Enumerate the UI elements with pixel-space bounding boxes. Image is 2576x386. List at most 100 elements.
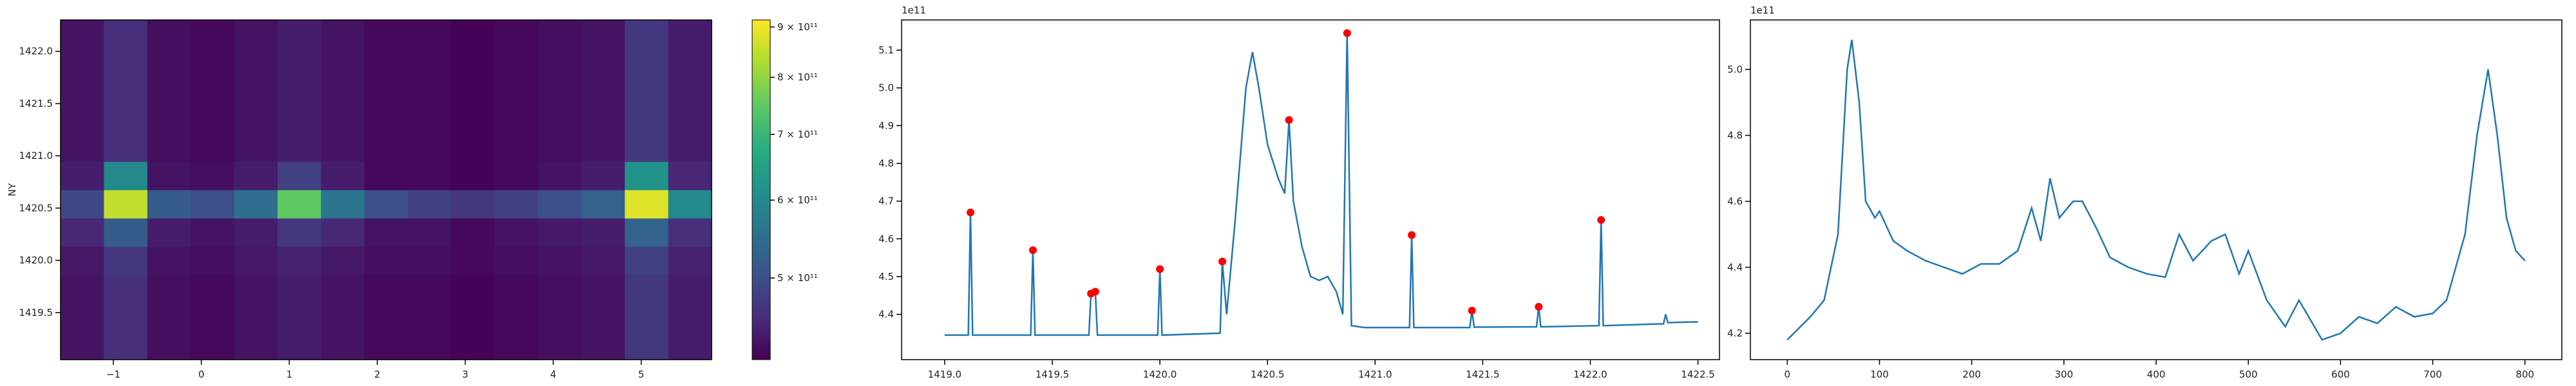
y-tick-label: 4.9 xyxy=(878,120,894,131)
heatmap-cell xyxy=(234,331,278,360)
heatmap-cell xyxy=(147,161,191,190)
peak-marker xyxy=(1468,306,1476,315)
heatmap-cell xyxy=(191,161,235,190)
x-tick-label: 5 xyxy=(638,369,645,380)
heatmap-cell xyxy=(625,77,669,106)
peak-marker xyxy=(966,208,974,217)
x-tick-label: 1420.5 xyxy=(1251,369,1285,380)
heatmap-cell xyxy=(364,218,408,247)
heatmap-cell xyxy=(321,218,365,247)
heatmap-cell xyxy=(581,48,625,77)
heatmap-cell xyxy=(364,77,408,106)
heatmap-cell xyxy=(581,275,625,304)
heatmap-cell xyxy=(408,105,452,134)
heatmap-cell xyxy=(668,20,712,49)
heatmap-cell xyxy=(278,20,321,49)
heatmap-cell xyxy=(364,246,408,275)
x-tick-label: 4 xyxy=(550,369,556,380)
heatmap-cell xyxy=(538,246,582,275)
x-tick-label: 2 xyxy=(374,369,381,380)
heatmap-cell xyxy=(408,161,452,190)
colorbar-tick-label: 6 × 10¹¹ xyxy=(777,194,818,206)
y-tick-label: 4.7 xyxy=(878,196,894,207)
heatmap-cell xyxy=(191,133,235,162)
heatmap-cell xyxy=(61,20,104,49)
colorbar-tick-label: 9 × 10¹¹ xyxy=(777,21,818,33)
heatmap-cell xyxy=(495,48,538,77)
heatmap-cell xyxy=(234,133,278,162)
heatmap-cell xyxy=(451,133,495,162)
heatmap-cell xyxy=(495,105,538,134)
x-tick-label: 400 xyxy=(2147,369,2166,380)
heatmap-cell xyxy=(625,48,669,77)
heatmap-cell xyxy=(61,190,104,219)
heatmap-cell xyxy=(364,190,408,219)
heatmap-cell xyxy=(495,133,538,162)
heatmap-cell xyxy=(364,105,408,134)
heatmap-cell xyxy=(234,161,278,190)
y-tick-label: 5.0 xyxy=(878,82,894,94)
heatmap-cell xyxy=(321,331,365,360)
heatmap-cell xyxy=(668,246,712,275)
offset-text: 1e11 xyxy=(1750,5,1775,16)
heatmap-cell xyxy=(104,246,148,275)
heatmap-cell xyxy=(147,331,191,360)
heatmap-cell xyxy=(147,190,191,219)
heatmap-cell xyxy=(321,48,365,77)
heatmap-cell xyxy=(668,77,712,106)
axes-frame xyxy=(901,19,1720,360)
heatmap-cell xyxy=(234,20,278,49)
heatmap-cell xyxy=(61,275,104,304)
heatmap-cell xyxy=(408,218,452,247)
heatmap-cell xyxy=(321,246,365,275)
heatmap-cell xyxy=(61,133,104,162)
heatmap-cell xyxy=(495,303,538,332)
heatmap-cell xyxy=(61,303,104,332)
heatmap-cell xyxy=(61,246,104,275)
heatmap-cell xyxy=(668,331,712,360)
y-tick-label: 1421.5 xyxy=(19,98,53,109)
heatmap-cell xyxy=(668,161,712,190)
heatmap-cell xyxy=(668,190,712,219)
x-tick-label: 1421.5 xyxy=(1466,369,1500,380)
heatmap-cell xyxy=(451,161,495,190)
x-tick-label: 300 xyxy=(2054,369,2073,380)
heatmap-cell xyxy=(625,190,669,219)
heatmap-cell xyxy=(191,190,235,219)
heatmap-cell xyxy=(668,303,712,332)
heatmap-cell xyxy=(451,105,495,134)
heatmap-cell xyxy=(408,331,452,360)
heatmap-cell xyxy=(364,303,408,332)
x-tick-label: 0 xyxy=(198,369,205,380)
x-tick-label: 600 xyxy=(2331,369,2350,380)
heatmap-cell xyxy=(104,331,148,360)
x-tick-label: 0 xyxy=(1784,369,1790,380)
heatmap-cell xyxy=(408,133,452,162)
heatmap-cell xyxy=(451,275,495,304)
heatmap-cell xyxy=(451,77,495,106)
y-tick-label: 4.6 xyxy=(878,233,894,244)
y-tick-label: 1421.0 xyxy=(19,150,53,161)
heatmap-cell xyxy=(278,190,321,219)
heatmap-cell xyxy=(321,161,365,190)
heatmap-cell xyxy=(234,48,278,77)
heatmap-cell xyxy=(104,161,148,190)
heatmap-cell xyxy=(104,218,148,247)
heatmap-cell xyxy=(278,161,321,190)
peak-marker xyxy=(1028,246,1037,254)
y-axis-label: NY xyxy=(6,183,18,196)
heatmap-cell xyxy=(581,77,625,106)
heatmap-cell xyxy=(234,105,278,134)
heatmap-cell xyxy=(495,77,538,106)
heatmap-cell xyxy=(278,246,321,275)
heatmap-cell xyxy=(321,77,365,106)
heatmap-cell xyxy=(61,48,104,77)
colorbar xyxy=(752,19,771,360)
heatmap-cell xyxy=(495,246,538,275)
heatmap-cell xyxy=(408,48,452,77)
peak-marker xyxy=(1285,116,1293,124)
heatmap-cell xyxy=(625,331,669,360)
heatmap-cell xyxy=(61,331,104,360)
heatmap-cell xyxy=(408,275,452,304)
x-tick-label: 1420.0 xyxy=(1143,369,1177,380)
